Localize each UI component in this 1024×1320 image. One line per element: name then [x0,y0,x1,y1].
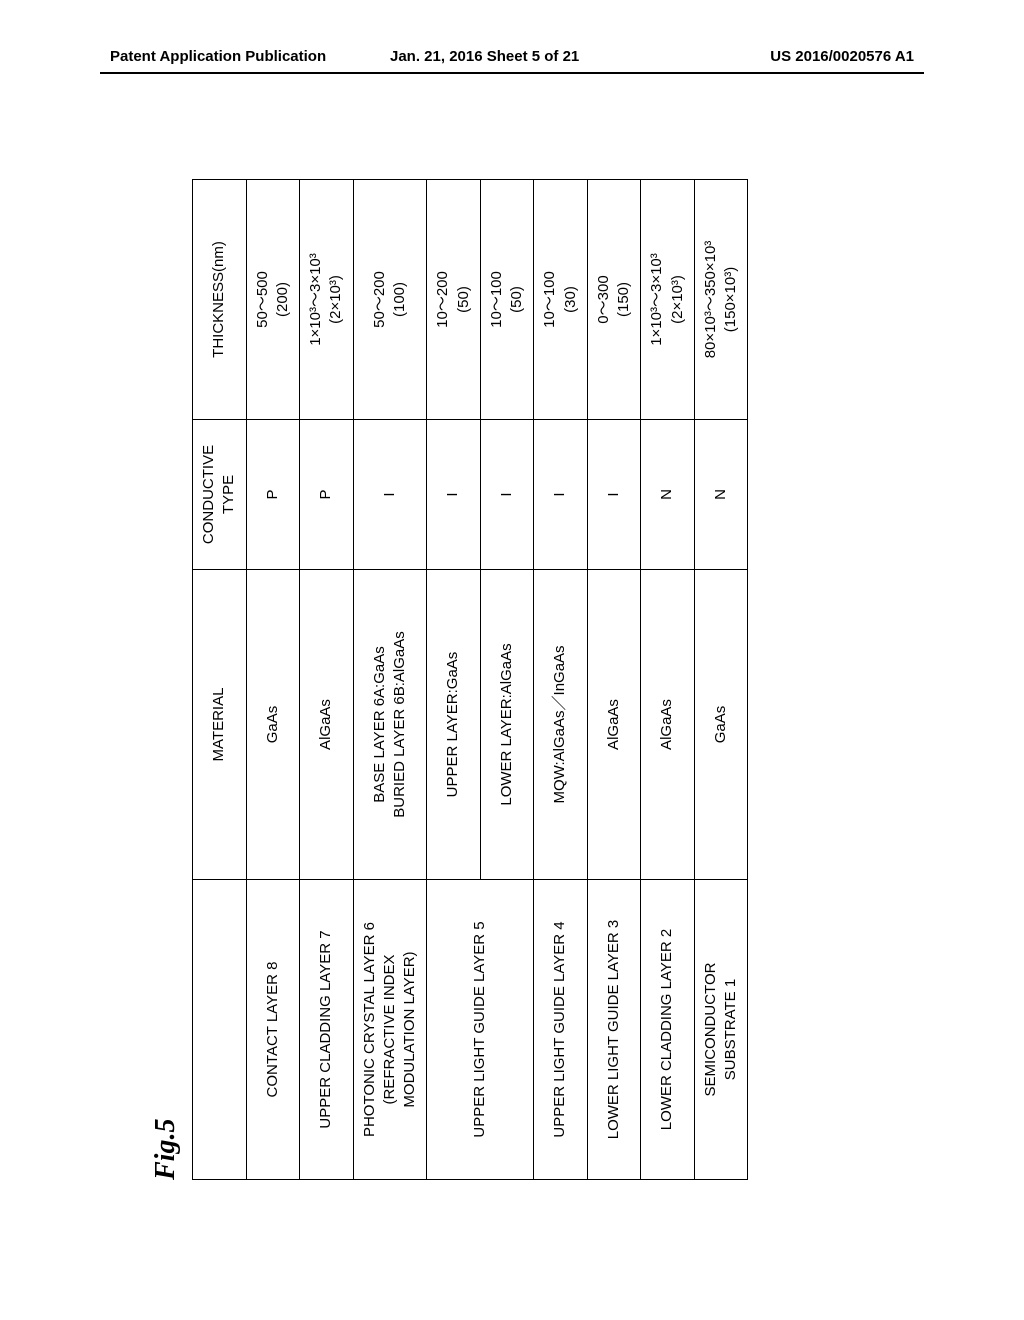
cell-thickness: 50～200 (100) [353,180,427,420]
layer-l2: SUBSTRATE 1 [721,888,741,1171]
cell-material: GaAs [694,570,748,880]
cell-layer: LOWER CLADDING LAYER 2 [641,880,695,1180]
thk-paren: (30) [561,188,581,411]
thk-main: 0～300 [594,188,614,411]
thk-paren: (2×10³) [326,188,346,411]
cell-thickness: 10～100 (30) [534,180,588,420]
cell-thickness: 0～300 (150) [587,180,641,420]
thk-main: 1×10³～3×10³ [306,188,326,411]
cell-layer: UPPER CLADDING LAYER 7 [300,880,354,1180]
thk-main: 10～200 [433,188,453,411]
cell-conductive: P [246,420,300,570]
cell-layer: UPPER LIGHT GUIDE LAYER 5 [427,880,534,1180]
cell-conductive: N [694,420,748,570]
cell-material: AlGaAs [641,570,695,880]
thk-paren: (150×10³) [721,188,741,411]
cell-layer: PHOTONIC CRYSTAL LAYER 6 (REFRACTIVE IND… [353,880,427,1180]
table-row: UPPER LIGHT GUIDE LAYER 4 MQW:AlGaAs／InG… [534,180,588,1180]
thk-main: 10～100 [540,188,560,411]
cell-conductive: N [641,420,695,570]
thk-main: 1×10³～3×10³ [647,188,667,411]
thk-paren: (50) [507,188,527,411]
cell-material: LOWER LAYER:AlGaAs [480,570,534,880]
table-row: CONTACT LAYER 8 GaAs P 50～500 (200) [246,180,300,1180]
thk-paren: (2×10³) [668,188,688,411]
table-row: PHOTONIC CRYSTAL LAYER 6 (REFRACTIVE IND… [353,180,427,1180]
header-left: Patent Application Publication [110,48,326,65]
cell-layer: SEMICONDUCTOR SUBSTRATE 1 [694,880,748,1180]
cell-material: GaAs [246,570,300,880]
layer-l2: (REFRACTIVE INDEX [380,888,400,1171]
thk-paren: (50) [454,188,474,411]
header-center: Jan. 21, 2016 Sheet 5 of 21 [390,48,579,65]
layer-table: MATERIAL CONDUCTIVE TYPE THICKNESS(nm) C… [192,179,748,1180]
cell-conductive: I [534,420,588,570]
figure-label: Fig.5 [150,170,182,1180]
cell-thickness: 50～500 (200) [246,180,300,420]
cell-thickness: 80×10³～350×10³ (150×10³) [694,180,748,420]
cell-material: UPPER LAYER:GaAs [427,570,481,880]
col-layer [193,880,247,1180]
cell-conductive: I [427,420,481,570]
thk-paren: (100) [390,188,410,411]
cell-layer: CONTACT LAYER 8 [246,880,300,1180]
mat-l2: BURIED LAYER 6B:AlGaAs [390,578,410,871]
thk-main: 80×10³～350×10³ [701,188,721,411]
table-row: LOWER LIGHT GUIDE LAYER 3 AlGaAs I 0～300… [587,180,641,1180]
thk-paren: (200) [273,188,293,411]
table-row: SEMICONDUCTOR SUBSTRATE 1 GaAs N 80×10³～… [694,180,748,1180]
header-rule [100,72,924,74]
cell-layer: LOWER LIGHT GUIDE LAYER 3 [587,880,641,1180]
figure-rotated-container: Fig.5 MATERIAL CONDUCTIVE TYPE THICKNESS… [5,315,1015,1035]
thk-main: 10～100 [487,188,507,411]
col-conductive-l1: CONDUCTIVE [199,428,219,561]
cell-conductive: I [480,420,534,570]
table-row: UPPER CLADDING LAYER 7 AlGaAs P 1×10³～3×… [300,180,354,1180]
mat-l1: BASE LAYER 6A:GaAs [370,578,390,871]
col-material: MATERIAL [193,570,247,880]
table-row: LOWER CLADDING LAYER 2 AlGaAs N 1×10³～3×… [641,180,695,1180]
layer-l3: MODULATION LAYER) [400,888,420,1171]
cell-thickness: 1×10³～3×10³ (2×10³) [300,180,354,420]
thk-main: 50～500 [253,188,273,411]
cell-conductive: P [300,420,354,570]
col-conductive-l2: TYPE [219,428,239,561]
header-right: US 2016/0020576 A1 [770,48,914,65]
layer-l1: SEMICONDUCTOR [701,888,721,1171]
cell-thickness: 1×10³～3×10³ (2×10³) [641,180,695,420]
cell-conductive: I [353,420,427,570]
cell-material: AlGaAs [587,570,641,880]
figure-landscape: Fig.5 MATERIAL CONDUCTIVE TYPE THICKNESS… [150,170,870,1180]
cell-layer: UPPER LIGHT GUIDE LAYER 4 [534,880,588,1180]
cell-material: MQW:AlGaAs／InGaAs [534,570,588,880]
layer-l1: PHOTONIC CRYSTAL LAYER 6 [360,888,380,1171]
table-header-row: MATERIAL CONDUCTIVE TYPE THICKNESS(nm) [193,180,247,1180]
cell-thickness: 10～100 (50) [480,180,534,420]
table-row: UPPER LIGHT GUIDE LAYER 5 UPPER LAYER:Ga… [427,180,481,1180]
cell-material: AlGaAs [300,570,354,880]
col-thickness: THICKNESS(nm) [193,180,247,420]
cell-thickness: 10～200 (50) [427,180,481,420]
col-conductive: CONDUCTIVE TYPE [193,420,247,570]
thk-main: 50～200 [370,188,390,411]
thk-paren: (150) [614,188,634,411]
cell-material: BASE LAYER 6A:GaAs BURIED LAYER 6B:AlGaA… [353,570,427,880]
cell-conductive: I [587,420,641,570]
